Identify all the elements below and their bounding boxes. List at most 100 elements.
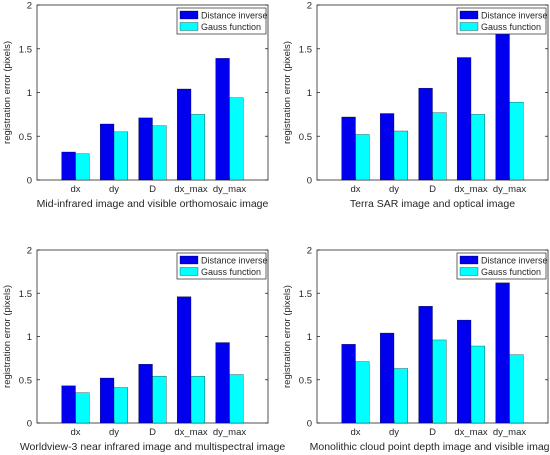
legend-swatch-distance-inverse <box>179 255 199 265</box>
x-tick-label: dy_max <box>213 427 247 438</box>
bar-distance-inverse-dx <box>61 385 76 424</box>
y-tick-label: 1 <box>27 88 32 99</box>
x-tick-label: dy <box>389 184 399 195</box>
x-axis-label: Worldview-3 near infrared image and mult… <box>20 441 286 453</box>
bar-gauss-function-dy_max <box>229 97 244 181</box>
x-tick-label: dy_max <box>493 427 527 438</box>
x-axis-label: Mid-infrared image and visible orthomosa… <box>37 198 269 210</box>
y-axis-label: registration error (pixels) <box>282 41 293 144</box>
x-tick-label: dx_max <box>454 184 488 195</box>
bar-distance-inverse-dy <box>99 377 115 424</box>
legend-swatch-gauss-function <box>179 267 199 276</box>
bar-gauss-function-dy <box>113 131 129 181</box>
x-tick-label: D <box>429 184 436 195</box>
bar-gauss-function-D <box>152 376 167 424</box>
bar-gauss-function-D <box>432 112 447 181</box>
legend-label-gauss-function: Gauss function <box>201 22 261 32</box>
bar-distance-inverse-D <box>138 117 153 181</box>
y-tick-label: 0.5 <box>299 375 312 386</box>
y-tick-label: 1 <box>27 332 32 343</box>
legend-swatch-distance-inverse <box>459 10 479 20</box>
x-tick-label: D <box>149 427 156 438</box>
y-axis-label: registration error (pixels) <box>282 285 293 388</box>
x-tick-label: dy <box>389 427 399 438</box>
y-tick-label: 1.5 <box>19 289 32 300</box>
bar-distance-inverse-dy_max <box>495 29 510 181</box>
chart-panel-4: 0 0.5 1 1.5 2 registration error (pixels) dx dy… <box>282 246 550 454</box>
chart-panel-3: 0 0.5 1 1.5 2 registration error (pixels) dx dy… <box>2 246 285 454</box>
bar-gauss-function-dx <box>75 392 90 424</box>
bar-distance-inverse-dx <box>341 116 356 181</box>
legend-label-distance-inverse: Distance inverse <box>201 11 268 21</box>
bar-distance-inverse-dx_max <box>176 88 192 181</box>
chart-panel-2: 0 0.5 1 1.5 2 registration error (pixels) dx dy… <box>282 1 549 210</box>
y-tick-label: 0 <box>27 419 32 430</box>
bar-gauss-function-dx_max <box>470 114 486 181</box>
y-tick-label: 1.5 <box>19 44 32 55</box>
y-tick-label: 1 <box>307 88 312 99</box>
bar-distance-inverse-dy <box>99 123 115 181</box>
bar-gauss-function-dy <box>113 387 129 424</box>
bar-gauss-function-dx_max <box>470 345 486 424</box>
legend-swatch-distance-inverse <box>179 10 199 20</box>
bar-distance-inverse-dy_max <box>215 58 230 181</box>
x-tick-label: dx <box>350 427 360 438</box>
x-tick-label: D <box>149 184 156 195</box>
legend-swatch-gauss-function <box>179 22 199 31</box>
bar-gauss-function-dx_max <box>190 114 206 181</box>
legend-swatch-gauss-function <box>459 22 479 31</box>
x-tick-label: dy <box>109 184 119 195</box>
bar-gauss-function-dy_max <box>509 354 524 424</box>
bar-distance-inverse-D <box>138 364 153 424</box>
legend-swatch-gauss-function <box>459 267 479 276</box>
legend-label-gauss-function: Gauss function <box>481 267 541 277</box>
y-tick-label: 0.5 <box>19 375 32 386</box>
x-tick-label: D <box>429 427 436 438</box>
y-tick-label: 1.5 <box>299 44 312 55</box>
chart-panel-1: 0 0.5 1 1.5 2 registration error (pixels) dx dy… <box>2 1 269 211</box>
x-axis-label: Monolithic cloud point depth image and v… <box>310 441 550 453</box>
y-tick-label: 0.5 <box>19 132 32 143</box>
legend-label-distance-inverse: Distance inverse <box>201 256 268 266</box>
bar-distance-inverse-dx <box>341 344 356 424</box>
bar-distance-inverse-dy_max <box>495 282 510 424</box>
x-tick-label: dx_max <box>174 184 208 195</box>
y-tick-label: 1 <box>307 332 312 343</box>
y-tick-label: 2 <box>27 246 32 257</box>
x-tick-label: dx <box>70 184 80 195</box>
y-axis-label: registration error (pixels) <box>2 41 13 144</box>
x-tick-label: dx <box>70 427 80 438</box>
bar-gauss-function-dx <box>355 134 370 181</box>
y-axis-label: registration error (pixels) <box>2 285 13 388</box>
y-tick-label: 0 <box>307 176 312 187</box>
x-tick-label: dx <box>350 184 360 195</box>
x-tick-label: dx_max <box>454 427 488 438</box>
y-tick-label: 1.5 <box>299 289 312 300</box>
bar-distance-inverse-dy_max <box>215 342 230 424</box>
x-tick-label: dx_max <box>174 427 208 438</box>
legend-swatch-distance-inverse <box>459 255 479 265</box>
legend-label-gauss-function: Gauss function <box>481 22 541 32</box>
bar-distance-inverse-dy <box>379 332 395 424</box>
x-tick-label: dy_max <box>213 184 247 195</box>
y-tick-label: 2 <box>27 1 32 12</box>
bar-distance-inverse-dx <box>61 151 76 181</box>
bar-distance-inverse-dx_max <box>176 296 192 424</box>
legend-label-distance-inverse: Distance inverse <box>481 256 548 266</box>
legend-label-gauss-function: Gauss function <box>201 267 261 277</box>
bar-distance-inverse-D <box>418 87 433 181</box>
bar-distance-inverse-D <box>418 306 433 424</box>
x-tick-label: dy <box>109 427 119 438</box>
bar-distance-inverse-dy <box>379 113 395 181</box>
legend-label-distance-inverse: Distance inverse <box>481 11 548 21</box>
bar-gauss-function-dy_max <box>509 101 524 181</box>
bar-gauss-function-D <box>152 125 167 181</box>
y-tick-label: 0 <box>27 176 32 187</box>
bar-gauss-function-dx <box>75 153 90 181</box>
bar-gauss-function-dy <box>393 368 409 424</box>
bar-distance-inverse-dx_max <box>456 57 472 181</box>
y-tick-label: 0 <box>307 419 312 430</box>
y-tick-label: 2 <box>307 1 312 12</box>
bar-gauss-function-dx <box>355 361 370 424</box>
